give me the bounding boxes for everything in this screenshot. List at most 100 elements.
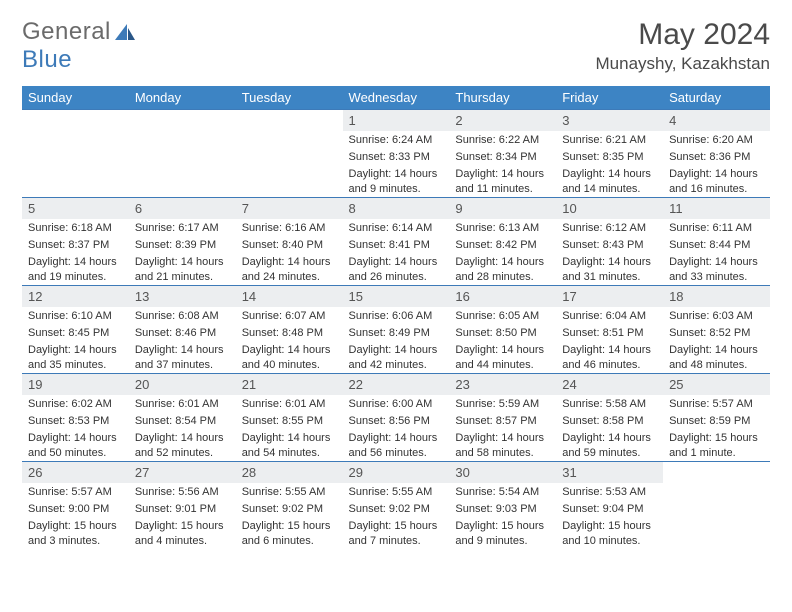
sunset-text: Sunset: 8:51 PM bbox=[556, 324, 663, 341]
day-cell: 30Sunrise: 5:54 AMSunset: 9:03 PMDayligh… bbox=[449, 462, 556, 550]
daylight-text: Daylight: 14 hours and 44 minutes. bbox=[449, 341, 556, 373]
day-cell: 14Sunrise: 6:07 AMSunset: 8:48 PMDayligh… bbox=[236, 286, 343, 374]
day-cell: 16Sunrise: 6:05 AMSunset: 8:50 PMDayligh… bbox=[449, 286, 556, 374]
sunset-text: Sunset: 8:35 PM bbox=[556, 148, 663, 165]
day-number: 10 bbox=[556, 198, 663, 219]
sunset-text: Sunset: 8:53 PM bbox=[22, 412, 129, 429]
sunset-text: Sunset: 8:48 PM bbox=[236, 324, 343, 341]
sunrise-text: Sunrise: 6:18 AM bbox=[22, 219, 129, 236]
daylight-text: Daylight: 15 hours and 10 minutes. bbox=[556, 517, 663, 549]
daylight-text: Daylight: 15 hours and 6 minutes. bbox=[236, 517, 343, 549]
sunrise-text: Sunrise: 6:05 AM bbox=[449, 307, 556, 324]
day-number: 22 bbox=[343, 374, 450, 395]
day-number: 7 bbox=[236, 198, 343, 219]
day-number: 13 bbox=[129, 286, 236, 307]
day-cell: 12Sunrise: 6:10 AMSunset: 8:45 PMDayligh… bbox=[22, 286, 129, 374]
day-cell: 13Sunrise: 6:08 AMSunset: 8:46 PMDayligh… bbox=[129, 286, 236, 374]
day-cell: 11Sunrise: 6:11 AMSunset: 8:44 PMDayligh… bbox=[663, 198, 770, 286]
daylight-text: Daylight: 14 hours and 58 minutes. bbox=[449, 429, 556, 461]
day-cell: 10Sunrise: 6:12 AMSunset: 8:43 PMDayligh… bbox=[556, 198, 663, 286]
sunset-text: Sunset: 8:39 PM bbox=[129, 236, 236, 253]
weekday-header: Saturday bbox=[663, 86, 770, 110]
empty-day-cell bbox=[236, 110, 343, 198]
sunrise-text: Sunrise: 6:20 AM bbox=[663, 131, 770, 148]
daylight-text: Daylight: 14 hours and 24 minutes. bbox=[236, 253, 343, 285]
sunset-text: Sunset: 8:34 PM bbox=[449, 148, 556, 165]
day-cell: 22Sunrise: 6:00 AMSunset: 8:56 PMDayligh… bbox=[343, 374, 450, 462]
day-cell: 26Sunrise: 5:57 AMSunset: 9:00 PMDayligh… bbox=[22, 462, 129, 550]
sunset-text: Sunset: 8:55 PM bbox=[236, 412, 343, 429]
daylight-text: Daylight: 14 hours and 9 minutes. bbox=[343, 165, 450, 197]
daylight-text: Daylight: 14 hours and 59 minutes. bbox=[556, 429, 663, 461]
daylight-text: Daylight: 15 hours and 1 minute. bbox=[663, 429, 770, 461]
sunset-text: Sunset: 8:58 PM bbox=[556, 412, 663, 429]
sunset-text: Sunset: 9:02 PM bbox=[236, 500, 343, 517]
sunset-text: Sunset: 8:49 PM bbox=[343, 324, 450, 341]
sunset-text: Sunset: 8:36 PM bbox=[663, 148, 770, 165]
week-row: 1Sunrise: 6:24 AMSunset: 8:33 PMDaylight… bbox=[22, 110, 770, 198]
sunrise-text: Sunrise: 5:59 AM bbox=[449, 395, 556, 412]
weekday-header: Thursday bbox=[449, 86, 556, 110]
daylight-text: Daylight: 14 hours and 14 minutes. bbox=[556, 165, 663, 197]
empty-day-cell bbox=[663, 462, 770, 550]
sunset-text: Sunset: 8:56 PM bbox=[343, 412, 450, 429]
day-number: 15 bbox=[343, 286, 450, 307]
day-cell: 3Sunrise: 6:21 AMSunset: 8:35 PMDaylight… bbox=[556, 110, 663, 198]
weekday-header-row: SundayMondayTuesdayWednesdayThursdayFrid… bbox=[22, 86, 770, 110]
sunrise-text: Sunrise: 5:53 AM bbox=[556, 483, 663, 500]
sunset-text: Sunset: 9:01 PM bbox=[129, 500, 236, 517]
day-cell: 2Sunrise: 6:22 AMSunset: 8:34 PMDaylight… bbox=[449, 110, 556, 198]
sunrise-text: Sunrise: 5:57 AM bbox=[22, 483, 129, 500]
day-cell: 9Sunrise: 6:13 AMSunset: 8:42 PMDaylight… bbox=[449, 198, 556, 286]
sunrise-text: Sunrise: 6:13 AM bbox=[449, 219, 556, 236]
day-number: 28 bbox=[236, 462, 343, 483]
page-header: General May 2024 Munayshy, Kazakhstan bbox=[22, 18, 770, 74]
sunrise-text: Sunrise: 6:10 AM bbox=[22, 307, 129, 324]
day-number: 6 bbox=[129, 198, 236, 219]
day-cell: 7Sunrise: 6:16 AMSunset: 8:40 PMDaylight… bbox=[236, 198, 343, 286]
day-cell: 8Sunrise: 6:14 AMSunset: 8:41 PMDaylight… bbox=[343, 198, 450, 286]
brand-word-2: Blue bbox=[22, 46, 72, 73]
sunrise-text: Sunrise: 6:11 AM bbox=[663, 219, 770, 236]
day-number: 11 bbox=[663, 198, 770, 219]
sunrise-text: Sunrise: 6:24 AM bbox=[343, 131, 450, 148]
daylight-text: Daylight: 14 hours and 28 minutes. bbox=[449, 253, 556, 285]
sunrise-text: Sunrise: 5:58 AM bbox=[556, 395, 663, 412]
day-number: 27 bbox=[129, 462, 236, 483]
sunrise-text: Sunrise: 6:01 AM bbox=[129, 395, 236, 412]
weekday-header: Wednesday bbox=[343, 86, 450, 110]
sunrise-text: Sunrise: 6:22 AM bbox=[449, 131, 556, 148]
day-cell: 1Sunrise: 6:24 AMSunset: 8:33 PMDaylight… bbox=[343, 110, 450, 198]
daylight-text: Daylight: 14 hours and 40 minutes. bbox=[236, 341, 343, 373]
sunrise-text: Sunrise: 6:14 AM bbox=[343, 219, 450, 236]
sunset-text: Sunset: 8:59 PM bbox=[663, 412, 770, 429]
day-cell: 19Sunrise: 6:02 AMSunset: 8:53 PMDayligh… bbox=[22, 374, 129, 462]
day-number: 19 bbox=[22, 374, 129, 395]
day-number: 30 bbox=[449, 462, 556, 483]
day-number: 2 bbox=[449, 110, 556, 131]
day-cell: 21Sunrise: 6:01 AMSunset: 8:55 PMDayligh… bbox=[236, 374, 343, 462]
sunrise-text: Sunrise: 6:06 AM bbox=[343, 307, 450, 324]
daylight-text: Daylight: 14 hours and 37 minutes. bbox=[129, 341, 236, 373]
weekday-header: Sunday bbox=[22, 86, 129, 110]
daylight-text: Daylight: 15 hours and 4 minutes. bbox=[129, 517, 236, 549]
day-cell: 6Sunrise: 6:17 AMSunset: 8:39 PMDaylight… bbox=[129, 198, 236, 286]
month-title: May 2024 bbox=[596, 18, 771, 52]
day-number: 17 bbox=[556, 286, 663, 307]
daylight-text: Daylight: 14 hours and 56 minutes. bbox=[343, 429, 450, 461]
brand-word-1: General bbox=[22, 18, 111, 46]
sunset-text: Sunset: 8:54 PM bbox=[129, 412, 236, 429]
day-number: 12 bbox=[22, 286, 129, 307]
sunset-text: Sunset: 9:03 PM bbox=[449, 500, 556, 517]
sunrise-text: Sunrise: 6:00 AM bbox=[343, 395, 450, 412]
sunset-text: Sunset: 8:57 PM bbox=[449, 412, 556, 429]
sunset-text: Sunset: 8:37 PM bbox=[22, 236, 129, 253]
sunrise-text: Sunrise: 6:07 AM bbox=[236, 307, 343, 324]
day-cell: 23Sunrise: 5:59 AMSunset: 8:57 PMDayligh… bbox=[449, 374, 556, 462]
calendar-table: SundayMondayTuesdayWednesdayThursdayFrid… bbox=[22, 86, 770, 550]
day-cell: 25Sunrise: 5:57 AMSunset: 8:59 PMDayligh… bbox=[663, 374, 770, 462]
daylight-text: Daylight: 14 hours and 19 minutes. bbox=[22, 253, 129, 285]
sail-icon bbox=[113, 22, 137, 42]
sunrise-text: Sunrise: 6:02 AM bbox=[22, 395, 129, 412]
sunrise-text: Sunrise: 6:03 AM bbox=[663, 307, 770, 324]
